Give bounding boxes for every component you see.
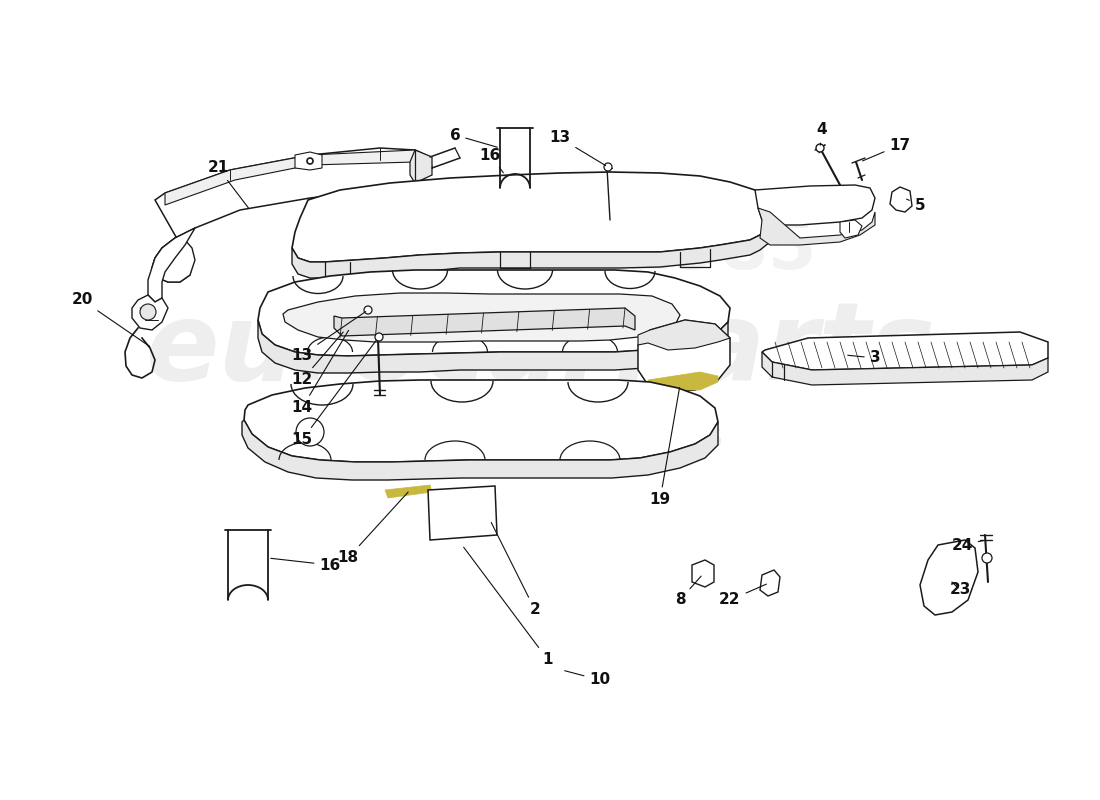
Text: 1: 1: [464, 547, 553, 667]
Text: 5: 5: [906, 198, 925, 213]
Polygon shape: [755, 185, 874, 225]
Polygon shape: [410, 150, 432, 183]
Text: 21: 21: [208, 161, 249, 208]
Text: 4: 4: [816, 122, 827, 146]
Polygon shape: [258, 270, 730, 356]
Polygon shape: [692, 560, 714, 587]
Polygon shape: [292, 172, 776, 262]
Text: 23: 23: [949, 582, 970, 598]
Polygon shape: [920, 540, 978, 615]
Text: 8: 8: [674, 576, 701, 607]
Polygon shape: [840, 220, 862, 238]
Polygon shape: [760, 570, 780, 596]
Polygon shape: [244, 380, 718, 462]
Polygon shape: [758, 208, 875, 245]
Polygon shape: [152, 148, 432, 282]
Polygon shape: [638, 320, 730, 350]
Circle shape: [604, 163, 612, 171]
Text: eurocarparts: eurocarparts: [145, 297, 935, 403]
Text: 13: 13: [292, 311, 365, 362]
Text: 16: 16: [271, 558, 341, 573]
Polygon shape: [132, 295, 168, 330]
Polygon shape: [258, 320, 728, 373]
Circle shape: [982, 553, 992, 563]
Circle shape: [364, 306, 372, 314]
Text: 16: 16: [480, 147, 504, 173]
Text: a passion for cars since 1985: a passion for cars since 1985: [356, 428, 723, 452]
Text: 15: 15: [292, 340, 376, 447]
Polygon shape: [242, 420, 718, 480]
Polygon shape: [295, 152, 322, 170]
Text: 17: 17: [862, 138, 911, 161]
Circle shape: [296, 418, 324, 446]
Polygon shape: [283, 293, 680, 342]
Polygon shape: [762, 332, 1048, 370]
Text: 14: 14: [292, 330, 349, 415]
Text: 3: 3: [848, 350, 880, 366]
Text: 24: 24: [952, 538, 983, 553]
Polygon shape: [385, 485, 432, 498]
Polygon shape: [428, 486, 497, 540]
Text: 6: 6: [450, 127, 497, 147]
Text: 18: 18: [338, 492, 408, 566]
Text: 10: 10: [564, 670, 611, 687]
Text: 22: 22: [719, 584, 767, 607]
Circle shape: [140, 304, 156, 320]
Text: 20: 20: [72, 293, 150, 346]
Circle shape: [816, 144, 824, 152]
Circle shape: [375, 333, 383, 341]
Polygon shape: [334, 308, 635, 336]
Polygon shape: [152, 238, 195, 282]
Polygon shape: [165, 150, 430, 205]
Polygon shape: [648, 372, 718, 390]
Text: 19: 19: [649, 388, 680, 507]
Polygon shape: [762, 352, 1048, 385]
Polygon shape: [638, 320, 730, 392]
Polygon shape: [292, 228, 770, 278]
Circle shape: [307, 158, 314, 164]
Polygon shape: [890, 187, 912, 212]
Polygon shape: [148, 228, 195, 302]
Text: 1985: 1985: [624, 217, 816, 283]
Text: 13: 13: [549, 130, 606, 166]
Text: 2: 2: [492, 522, 540, 618]
Text: 12: 12: [292, 332, 343, 387]
